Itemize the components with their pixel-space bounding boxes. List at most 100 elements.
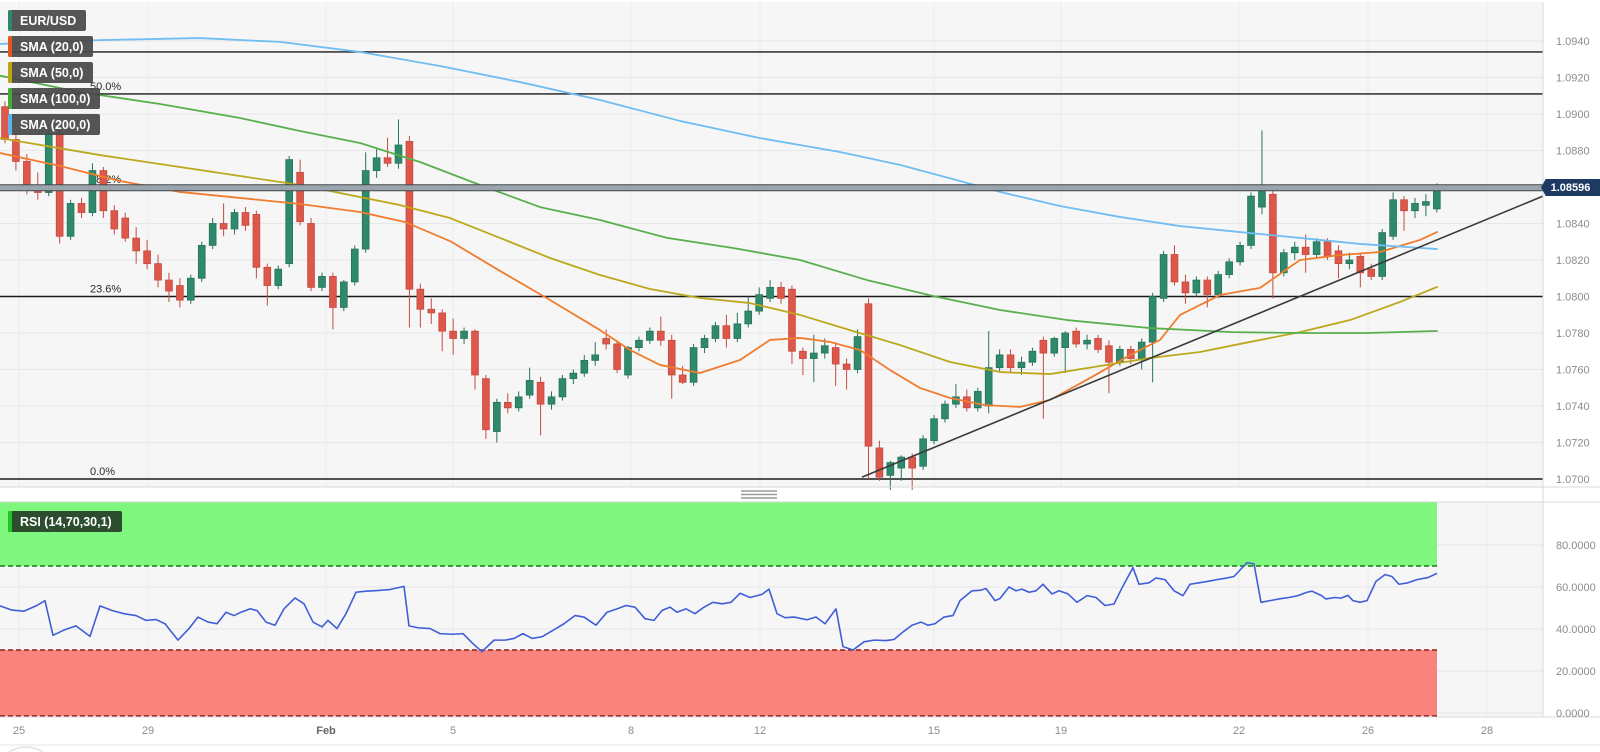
candle-body: [711, 325, 720, 339]
time-axis-label: 28: [1481, 725, 1493, 737]
price-axis-label: 1.0700: [1556, 474, 1590, 486]
rsi-axis-label: 60.0000: [1556, 582, 1596, 594]
candlestick-series[interactable]: [1, 101, 1441, 490]
candle-body: [274, 268, 283, 286]
candle-body: [700, 338, 709, 349]
rsi-axis-label: 20.0000: [1556, 666, 1596, 678]
rsi-axis-label: 0.0000: [1556, 708, 1590, 720]
trendline[interactable]: [861, 195, 1544, 478]
candle-body: [733, 323, 742, 339]
candle-body: [525, 380, 534, 396]
price-axis-label: 1.0800: [1556, 292, 1590, 304]
last-price-line: [0, 184, 1543, 191]
candle-body: [1028, 350, 1037, 363]
candle-body: [427, 308, 436, 314]
last-price-badge: 1.08596: [1541, 179, 1600, 196]
candle-body: [908, 456, 916, 469]
sma-line-50[interactable]: [0, 137, 1438, 375]
candle-body: [23, 161, 31, 188]
candle-body: [154, 263, 162, 281]
candle-body: [296, 171, 304, 223]
sma200-color-bar: [8, 114, 12, 135]
price-axis-label: 1.0780: [1556, 328, 1590, 340]
time-axis-label: 29: [142, 725, 154, 737]
time-axis-label: 25: [13, 725, 25, 737]
time-axis-label: 22: [1233, 725, 1245, 737]
panel-splitter-handle[interactable]: [741, 490, 777, 499]
candle-body: [285, 159, 293, 265]
time-axis-label: 15: [928, 725, 940, 737]
symbol-badge[interactable]: EUR/USD: [8, 10, 87, 31]
sma100-color-bar: [8, 88, 12, 109]
candle-body: [471, 330, 479, 376]
time-axis-label: 26: [1362, 725, 1374, 737]
sma50-badge[interactable]: SMA (50,0): [8, 62, 94, 83]
price-axis-label: 1.0740: [1556, 401, 1590, 413]
candle-body: [1356, 255, 1365, 274]
main-plot-background[interactable]: [0, 2, 1543, 487]
candle-body: [995, 354, 1004, 369]
candle-body: [1203, 279, 1212, 296]
candle-body: [1312, 241, 1321, 255]
candle-body: [1247, 195, 1255, 246]
sma-line-20[interactable]: [0, 152, 1438, 408]
candle-body: [132, 237, 140, 252]
candle-body: [307, 223, 315, 288]
fib-label-23.6%: 23.6%: [90, 284, 121, 296]
candle-body: [1159, 254, 1168, 299]
candle-body: [1083, 339, 1091, 345]
candle-body: [613, 343, 621, 370]
candle-body: [755, 294, 763, 312]
candle-body: [1301, 246, 1310, 255]
candle-body: [1214, 274, 1223, 296]
price-axis-label: 1.0720: [1556, 438, 1590, 450]
rsi-badge[interactable]: RSI (14,70,30,1): [8, 511, 122, 532]
sma200-label: SMA (200,0): [20, 117, 91, 132]
candle-body: [176, 285, 184, 301]
candle-body: [460, 330, 468, 339]
time-axis-label: 8: [628, 725, 634, 737]
candle-body: [121, 217, 130, 239]
candle-body: [591, 354, 600, 361]
candle-body: [405, 140, 414, 290]
candle-body: [1323, 241, 1332, 257]
candle-body: [318, 276, 326, 288]
price-axis-label: 1.0940: [1556, 36, 1590, 48]
price-axis-label: 1.0900: [1556, 109, 1590, 121]
candle-body: [536, 381, 545, 405]
candle-body: [1225, 261, 1233, 276]
candle-body: [329, 276, 337, 308]
sma20-badge[interactable]: SMA (20,0): [8, 36, 94, 57]
candle-body: [372, 157, 381, 171]
candle-body: [875, 447, 884, 478]
sma200-badge[interactable]: SMA (200,0): [8, 114, 101, 135]
candle-body: [1050, 338, 1059, 354]
candle-body: [350, 248, 359, 283]
rsi-axis-label: 80.0000: [1556, 540, 1596, 552]
candle-body: [416, 288, 425, 310]
candle-body: [689, 347, 698, 383]
candle-body: [678, 374, 687, 383]
symbol-color-bar: [8, 10, 12, 31]
candle-body: [252, 213, 261, 268]
candle-body: [788, 288, 796, 352]
candle-body: [886, 462, 895, 476]
sma100-badge[interactable]: SMA (100,0): [8, 88, 101, 109]
candle-body: [503, 401, 512, 409]
candle-body: [1280, 252, 1288, 274]
candle-body: [1039, 339, 1048, 354]
sma20-color-bar: [8, 36, 12, 57]
price-axis-label: 1.0880: [1556, 146, 1590, 158]
logo-button[interactable]: [0, 746, 57, 752]
price-axis-label: 1.0760: [1556, 365, 1590, 377]
time-axis-label: 19: [1055, 725, 1067, 737]
candle-body: [219, 223, 228, 230]
sma-line-200[interactable]: [0, 37, 1438, 250]
sma-line-100[interactable]: [0, 74, 1438, 334]
rsi-color-bar: [8, 511, 12, 532]
rsi-line[interactable]: [0, 561, 1438, 653]
candle-body: [766, 286, 774, 299]
time-axis-label: 12: [754, 725, 766, 737]
candle-body: [187, 277, 195, 301]
